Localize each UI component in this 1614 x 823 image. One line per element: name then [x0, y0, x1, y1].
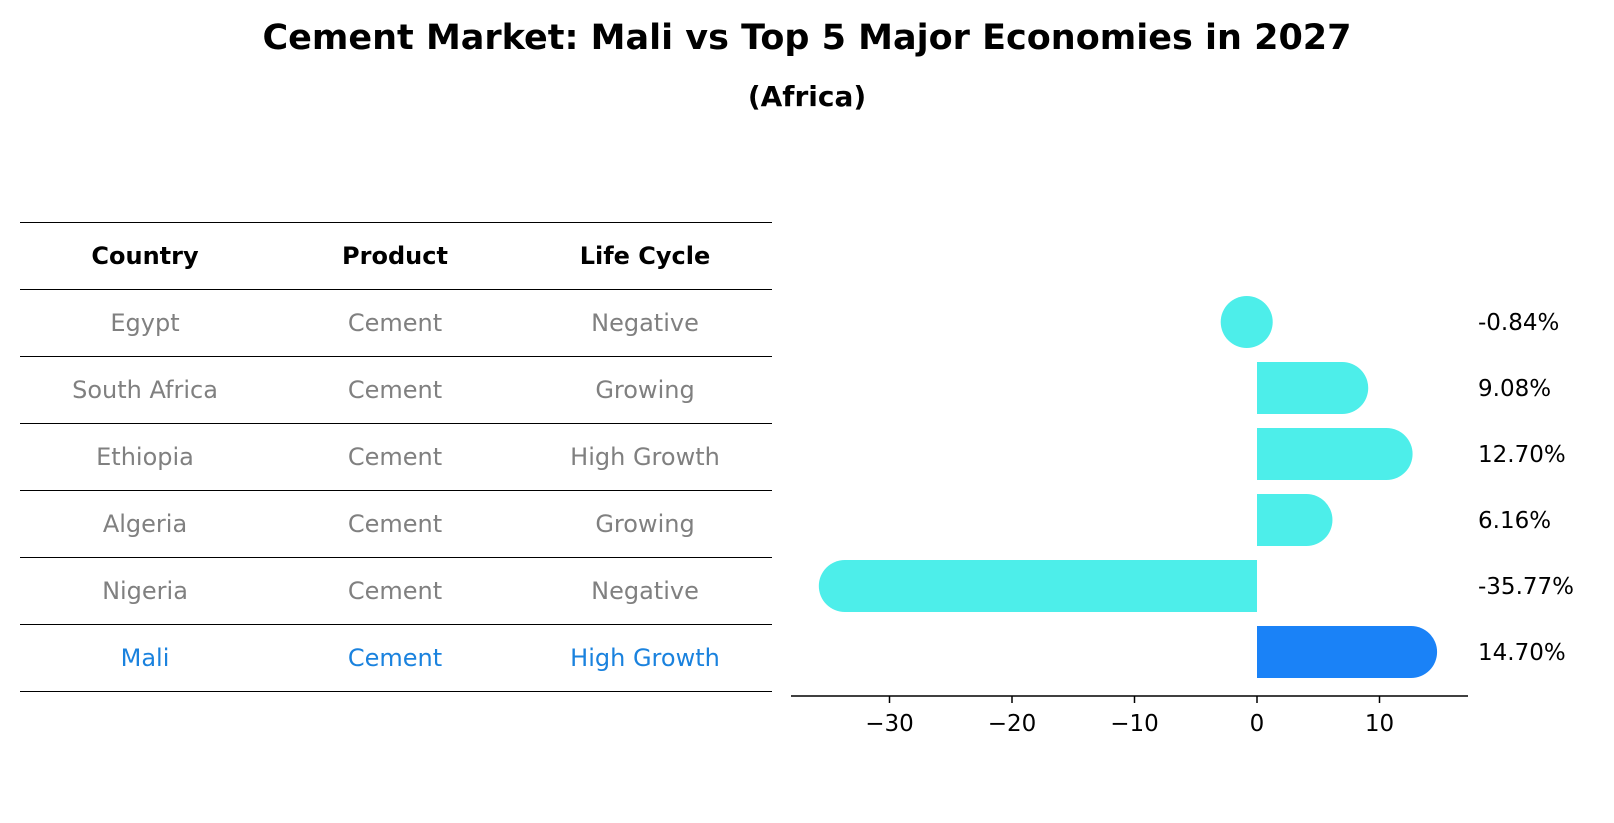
data-label: 12.70%	[1478, 442, 1566, 468]
x-tick-label: −20	[988, 711, 1037, 737]
bar-algeria	[1257, 494, 1333, 546]
cell-product: Cement	[347, 376, 443, 404]
cell-country: Egypt	[110, 309, 180, 337]
cell-product: Cement	[347, 510, 443, 538]
cell-country: Nigeria	[102, 577, 188, 605]
cell-life-cycle: Negative	[591, 309, 699, 337]
table-row: Ethiopia Cement High Growth	[20, 423, 772, 490]
table-row: South Africa Cement Growing	[20, 356, 772, 423]
cell-life-cycle: Growing	[595, 510, 695, 538]
bar-south-africa	[1257, 362, 1369, 414]
cell-life-cycle: Negative	[591, 577, 699, 605]
x-tick-label: 0	[1250, 711, 1265, 737]
x-tick-label: 10	[1365, 711, 1394, 737]
x-tick-label: −10	[1110, 711, 1159, 737]
header-life-cycle: Life Cycle	[579, 242, 711, 270]
x-tick-label: −30	[865, 711, 914, 737]
data-label: 14.70%	[1478, 640, 1566, 666]
cell-life-cycle: Growing	[595, 376, 695, 404]
chart-subtitle: (Africa)	[747, 80, 867, 113]
cell-product: Cement	[347, 309, 443, 337]
cell-product: Cement	[347, 577, 443, 605]
table-header-row: Country Product Life Cycle	[20, 222, 772, 289]
comparison-table: Country Product Life Cycle Egypt Cement …	[20, 222, 772, 692]
table-row: Nigeria Cement Negative	[20, 557, 772, 624]
bar-ethiopia	[1257, 428, 1413, 480]
cell-country: Ethiopia	[96, 443, 194, 471]
cell-country: South Africa	[72, 376, 218, 404]
table-row-highlighted: Mali Cement High Growth	[20, 624, 772, 692]
data-label: -35.77%	[1478, 574, 1574, 600]
cell-country: Algeria	[102, 510, 188, 538]
data-label: 6.16%	[1478, 508, 1551, 534]
bar-mali	[1257, 626, 1438, 678]
cell-life-cycle: High Growth	[570, 443, 720, 471]
table-row: Algeria Cement Growing	[20, 490, 772, 557]
cell-life-cycle: High Growth	[570, 644, 720, 672]
cell-country: Mali	[120, 644, 170, 672]
bar-nigeria	[818, 560, 1257, 612]
data-label: -0.84%	[1478, 310, 1559, 336]
bar-egypt	[1220, 296, 1273, 348]
cell-product: Cement	[347, 443, 443, 471]
table-row: Egypt Cement Negative	[20, 289, 772, 356]
cell-product: Cement	[347, 644, 443, 672]
chart-title: Cement Market: Mali vs Top 5 Major Econo…	[262, 18, 1352, 58]
data-label: 9.08%	[1478, 376, 1551, 402]
header-country: Country	[91, 242, 199, 270]
header-product: Product	[342, 242, 448, 270]
